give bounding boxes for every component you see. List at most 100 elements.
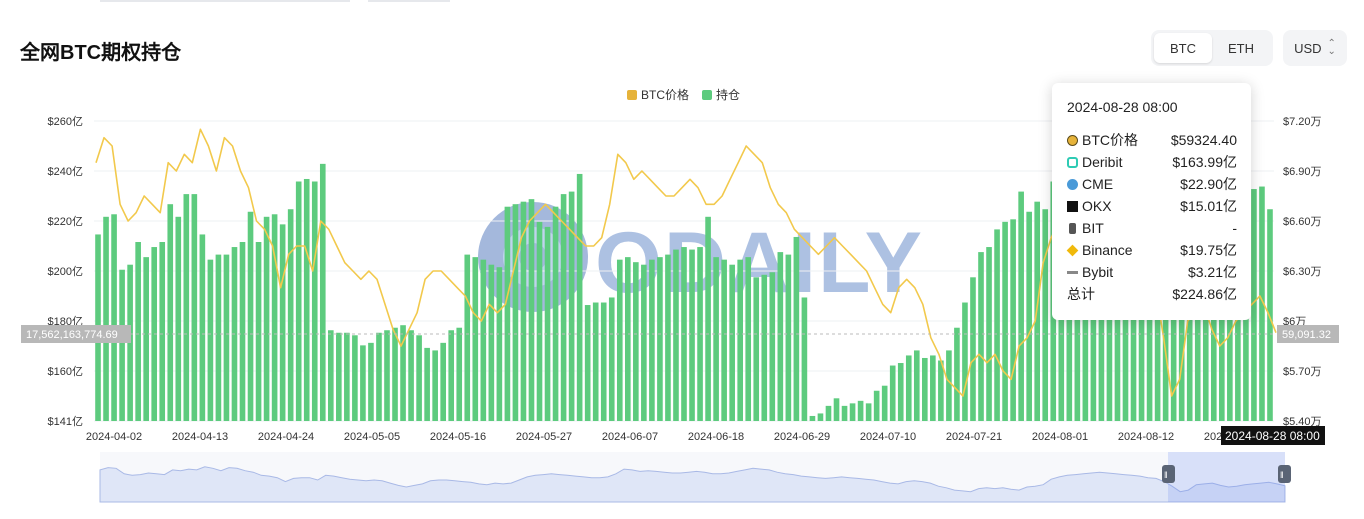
oi-bar — [271, 214, 278, 421]
x-axis: 2024-04-02 2024-04-13 2024-04-24 2024-05-05… — [86, 431, 1260, 443]
oi-bar — [913, 350, 920, 421]
oi-bar — [938, 360, 944, 421]
oi-bar — [1162, 249, 1169, 421]
oi-bar — [1130, 284, 1137, 421]
currency-select[interactable]: USD ⌃ ⌄ — [1283, 30, 1347, 66]
oi-bar — [608, 297, 615, 421]
oi-bar — [705, 216, 711, 421]
oi-bar — [560, 194, 567, 421]
legend-oi-swatch — [702, 90, 712, 100]
oi-bar — [287, 209, 294, 421]
oi-bar — [665, 254, 671, 421]
oi-bar — [641, 264, 647, 421]
oi-bar — [769, 272, 776, 421]
tooltip-row-bit: BIT - — [1067, 217, 1237, 239]
tooltip-row-name: Binance — [1082, 242, 1133, 258]
tooltip-row-name: 总计 — [1067, 286, 1095, 302]
oi-bar — [584, 305, 591, 421]
oi-bar — [512, 204, 519, 421]
oi-bar — [376, 332, 382, 421]
oi-bar — [809, 415, 816, 421]
tooltip-row-value: $163.99亿 — [1172, 154, 1237, 170]
oi-bar — [633, 262, 639, 421]
legend-price-swatch — [627, 90, 637, 100]
oi-bar — [1146, 287, 1153, 421]
oi-bar — [544, 226, 551, 421]
oi-bar — [761, 274, 768, 421]
asset-toggle-eth[interactable]: ETH — [1228, 40, 1254, 56]
tooltip-row-total: 总计 $224.86亿 — [1067, 283, 1237, 305]
oi-bar — [825, 405, 832, 421]
tooltip-row-value: - — [1232, 220, 1237, 236]
oi-bar — [1154, 277, 1161, 421]
oi-bar — [135, 242, 141, 421]
oi-bar — [207, 259, 214, 421]
right-axis: $7.20万$6.90万$6.60万$6.30万$6万$5.70万$5.40万 — [1283, 116, 1322, 428]
oi-bar — [263, 216, 270, 421]
overview-selection[interactable] — [1168, 452, 1285, 502]
overview-handle-right[interactable] — [1278, 465, 1291, 483]
oi-bar — [962, 302, 968, 421]
tooltip-row-value: $19.75亿 — [1180, 242, 1237, 258]
top-divider-2 — [368, 0, 450, 2]
oi-bar — [922, 357, 928, 421]
oi-bar — [1251, 189, 1257, 421]
oi-bar — [673, 249, 679, 421]
crosshair-left-box — [21, 325, 131, 343]
oi-bar — [448, 330, 455, 421]
oi-bar — [865, 403, 872, 421]
overview-handle-left[interactable] — [1162, 465, 1175, 483]
oi-bar — [279, 224, 286, 421]
oi-bar — [616, 259, 623, 421]
left-tick-label: $200亿 — [48, 265, 83, 278]
oi-bar — [191, 194, 198, 421]
oi-bar — [1267, 209, 1273, 421]
deribit-icon — [1067, 156, 1078, 168]
oi-bar — [440, 342, 446, 421]
tooltip-row-name: CME — [1082, 176, 1114, 192]
oi-bar — [889, 365, 896, 421]
oi-bar — [111, 214, 117, 421]
oi-bar — [464, 254, 471, 421]
asset-toggle-btc[interactable]: BTC — [1154, 33, 1212, 63]
tooltip-row-name: BTC价格 — [1082, 132, 1138, 148]
tooltip-row-deribit: Deribit $163.99亿 — [1067, 151, 1237, 173]
crosshair: 17,562,163,774.69 59,091.32 2024-08-28 0… — [21, 325, 1339, 445]
oi-bar — [592, 302, 599, 421]
oi-bar — [785, 254, 792, 421]
tooltip-row-okx: OKX $15.01亿 — [1067, 195, 1237, 217]
oi-bar — [897, 363, 904, 421]
tooltip-row-name: Deribit — [1082, 154, 1123, 170]
left-tick-label: $141亿 — [48, 415, 83, 428]
oi-bar — [777, 252, 784, 421]
bybit-icon — [1067, 270, 1078, 274]
oi-bar — [488, 264, 495, 421]
oi-bar — [520, 201, 527, 421]
right-tick-label: $6.30万 — [1283, 266, 1322, 278]
oi-bar — [1098, 262, 1105, 421]
oi-bar — [103, 216, 109, 421]
oi-bar — [1018, 191, 1024, 421]
oi-bar — [255, 242, 262, 421]
oi-bar — [384, 330, 390, 421]
left-tick-label: $260亿 — [48, 115, 83, 128]
oi-bar — [801, 297, 808, 421]
oi-bar — [793, 236, 800, 421]
oi-bar — [1114, 272, 1121, 421]
oi-bar — [552, 206, 559, 421]
oi-bar — [817, 413, 824, 421]
tooltip-row-bybit: Bybit $3.21亿 — [1067, 261, 1237, 283]
x-tick-label: 2024-08-12 — [1118, 431, 1174, 443]
oi-bar — [303, 178, 310, 421]
left-tick-label: $180亿 — [48, 315, 83, 328]
right-tick-label: $7.20万 — [1283, 116, 1322, 128]
oi-bar — [833, 398, 840, 421]
tooltip-row-value: $15.01亿 — [1180, 198, 1237, 214]
overview-slider[interactable]: ‖ ‖ — [99, 452, 1291, 503]
legend-price-label: BTC价格 — [641, 87, 689, 102]
oi-bar — [1042, 209, 1049, 421]
oi-bar — [504, 206, 511, 421]
oi-bar — [689, 249, 695, 421]
oi-bar — [199, 234, 206, 421]
